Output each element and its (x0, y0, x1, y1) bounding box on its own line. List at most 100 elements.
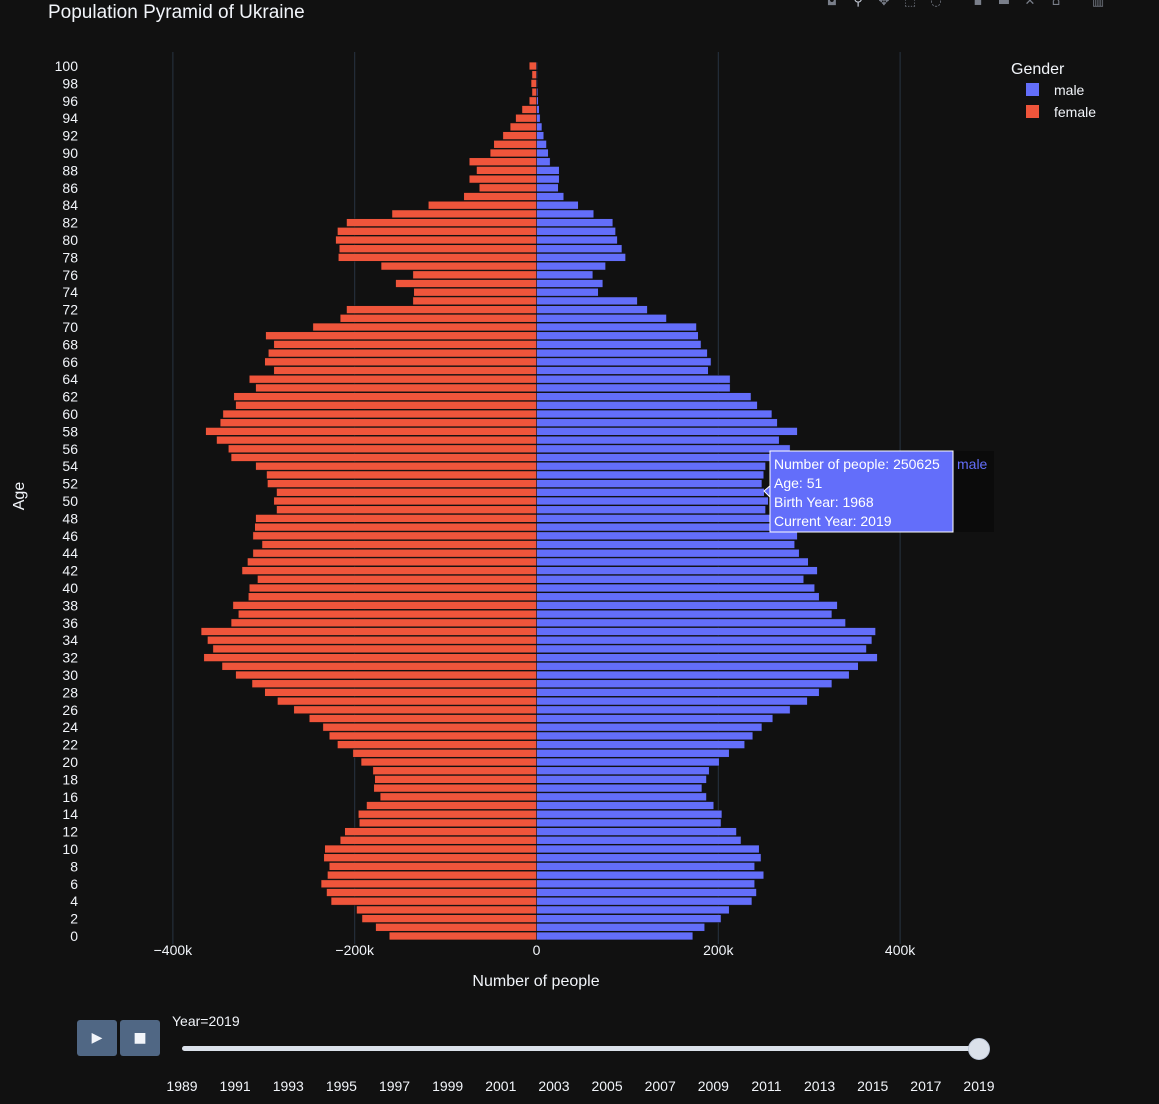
bar-female-age-70[interactable] (312, 322, 537, 332)
bar-male-age-91[interactable] (536, 140, 547, 149)
bar-female-age-58[interactable] (205, 427, 537, 436)
bar-female-age-31[interactable] (221, 662, 537, 671)
bar-female-age-39[interactable] (248, 592, 537, 601)
slider-step-label[interactable]: 1991 (219, 1078, 251, 1094)
bar-female-age-46[interactable] (252, 531, 537, 540)
bar-male-age-63[interactable] (536, 383, 731, 393)
bar-female-age-38[interactable] (232, 601, 537, 610)
bar-female-age-23[interactable] (328, 731, 537, 741)
bar-male-age-94[interactable] (536, 114, 541, 123)
bar-male-age-74[interactable] (536, 288, 599, 297)
bar-female-age-14[interactable] (358, 810, 537, 819)
bar-male-age-92[interactable] (536, 131, 545, 140)
bar-female-age-98[interactable] (530, 79, 537, 88)
bar-female-age-66[interactable] (264, 357, 537, 366)
bar-female-age-68[interactable] (273, 340, 537, 349)
bar-female-age-43[interactable] (247, 557, 537, 567)
bar-male-age-34[interactable] (536, 636, 873, 645)
bar-female-age-63[interactable] (255, 383, 537, 393)
bar-male-age-31[interactable] (536, 662, 859, 671)
bar-male-age-86[interactable] (536, 183, 559, 192)
slider-step-label[interactable]: 2005 (591, 1078, 623, 1094)
bar-male-age-10[interactable] (536, 844, 760, 854)
bar-male-age-77[interactable] (536, 261, 606, 271)
bar-male-age-84[interactable] (536, 201, 579, 210)
slider-step-label[interactable]: 1999 (432, 1078, 464, 1094)
bar-female-age-1[interactable] (375, 923, 537, 932)
bar-female-age-22[interactable] (337, 740, 537, 749)
bar-male-age-5[interactable] (536, 888, 757, 897)
bar-male-age-95[interactable] (536, 105, 540, 114)
bar-female-age-13[interactable] (358, 818, 537, 828)
slider-step-label[interactable]: 2003 (538, 1078, 570, 1094)
bar-female-age-83[interactable] (391, 209, 537, 219)
bars-layer[interactable] (200, 61, 878, 941)
bar-female-age-18[interactable] (374, 775, 537, 784)
bar-male-age-30[interactable] (536, 670, 850, 680)
bar-female-age-80[interactable] (335, 235, 537, 245)
bar-female-age-90[interactable] (489, 148, 537, 158)
bar-male-age-51[interactable] (536, 488, 765, 497)
bar-female-age-94[interactable] (515, 114, 537, 123)
bar-female-age-64[interactable] (249, 375, 537, 384)
bar-female-age-52[interactable] (267, 479, 537, 488)
bar-female-age-93[interactable] (509, 122, 537, 132)
zoom-out-icon[interactable]: ▬ (997, 0, 1011, 9)
box-select-icon[interactable]: ⬚ (903, 0, 917, 9)
bar-male-age-45[interactable] (536, 540, 795, 549)
bar-female-age-27[interactable] (277, 696, 537, 706)
bar-male-age-23[interactable] (536, 731, 754, 741)
bar-male-age-11[interactable] (536, 836, 742, 845)
bar-female-age-78[interactable] (338, 253, 537, 262)
bar-female-age-4[interactable] (330, 897, 537, 906)
bar-male-age-88[interactable] (536, 166, 560, 175)
bar-male-age-79[interactable] (536, 244, 623, 253)
bar-female-age-3[interactable] (356, 905, 537, 915)
bar-male-age-46[interactable] (536, 531, 798, 540)
bar-male-age-24[interactable] (536, 723, 763, 732)
bar-male-age-64[interactable] (536, 375, 731, 384)
bar-female-age-11[interactable] (339, 836, 537, 845)
bar-male-age-38[interactable] (536, 601, 838, 610)
zoom-icon[interactable]: ⚲ (853, 0, 863, 9)
bar-male-age-28[interactable] (536, 688, 820, 697)
bar-male-age-42[interactable] (536, 566, 818, 575)
bar-female-age-15[interactable] (366, 801, 537, 810)
slider-step-label[interactable]: 2001 (485, 1078, 517, 1094)
bar-female-age-32[interactable] (203, 653, 537, 662)
bar-male-age-0[interactable] (536, 931, 694, 941)
bar-male-age-6[interactable] (536, 879, 755, 888)
bar-male-age-62[interactable] (536, 392, 752, 401)
bar-female-age-88[interactable] (476, 166, 537, 175)
slider-step-label[interactable]: 2009 (697, 1078, 729, 1094)
stop-button[interactable]: ■ (120, 1020, 160, 1056)
bar-male-age-40[interactable] (536, 583, 815, 593)
bar-female-age-0[interactable] (388, 931, 537, 941)
bar-male-age-29[interactable] (536, 679, 833, 688)
play-button[interactable]: ▶ (77, 1020, 117, 1056)
bar-male-age-44[interactable] (536, 549, 800, 558)
bar-male-age-83[interactable] (536, 209, 595, 219)
bar-female-age-26[interactable] (293, 705, 537, 714)
slider-step-label[interactable]: 1989 (166, 1078, 198, 1094)
bar-female-age-65[interactable] (273, 366, 537, 375)
bar-male-age-56[interactable] (536, 444, 791, 453)
bar-male-age-58[interactable] (536, 427, 798, 436)
bar-female-age-17[interactable] (373, 783, 537, 793)
bar-male-age-50[interactable] (536, 496, 769, 506)
bar-male-age-17[interactable] (536, 783, 703, 793)
plotly-logo-icon[interactable]: ▥ (1091, 0, 1105, 9)
bar-male-age-68[interactable] (536, 340, 702, 349)
slider-step-label[interactable]: 1997 (378, 1078, 411, 1094)
bar-male-age-71[interactable] (536, 314, 667, 323)
bar-male-age-76[interactable] (536, 270, 594, 279)
bar-female-age-7[interactable] (327, 870, 537, 880)
bar-female-age-9[interactable] (323, 853, 537, 862)
bar-female-age-2[interactable] (361, 914, 537, 923)
bar-male-age-26[interactable] (536, 705, 791, 714)
bar-female-age-41[interactable] (257, 575, 537, 584)
bar-male-age-16[interactable] (536, 792, 707, 801)
bar-male-age-14[interactable] (536, 810, 723, 819)
bar-female-age-59[interactable] (219, 418, 537, 427)
bar-male-age-49[interactable] (536, 505, 766, 514)
